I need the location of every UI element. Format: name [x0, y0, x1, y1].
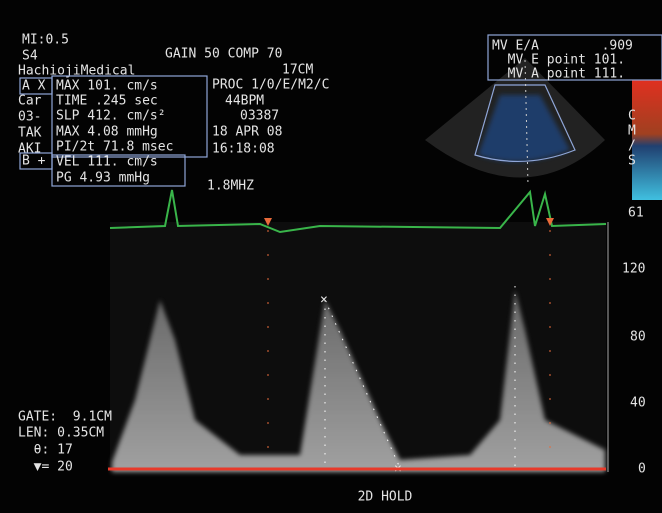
measure-row: MAX 4.08 mmHg: [56, 125, 158, 140]
color-label: /: [628, 139, 636, 154]
page: {"header":{"mi":"MI:0.5","probe":"S4","h…: [0, 0, 662, 513]
gate-info: LEN: 0.35CM: [18, 426, 104, 441]
scale-label: 120: [622, 262, 645, 277]
mv-row: MV A point 111.: [492, 67, 625, 82]
color-label: M: [628, 124, 636, 139]
color-top: 61: [628, 206, 644, 221]
measure-row: PI/2t 71.8 msec: [56, 140, 173, 155]
color-label: S: [628, 154, 636, 169]
color-bar: [632, 80, 662, 200]
depth: 17CM: [282, 63, 313, 78]
mv-row: MV E point 101.: [492, 53, 625, 68]
gate-info: ▼= 20: [18, 460, 73, 475]
scale-label: 80: [630, 330, 646, 345]
probe: S4: [22, 49, 38, 64]
measure-row: SLP 412. cm/s²: [56, 109, 166, 124]
mi: MI:0.5: [22, 33, 69, 48]
gate-info: GATE: 9.1CM: [18, 410, 112, 425]
a-label: A X: [22, 79, 46, 94]
mv-row: MV E/A .909: [492, 39, 633, 54]
marker: ×: [320, 293, 328, 308]
gain: GAIN 50 COMP 70: [165, 47, 282, 62]
measure-row: VEL 111. cm/s: [56, 155, 158, 170]
gate-info: θ: 17: [18, 443, 73, 458]
time: 16:18:08: [212, 142, 275, 157]
scale-label: 0: [638, 462, 646, 477]
measure-row: MAX 101. cm/s: [56, 79, 158, 94]
date: 18 APR 08: [212, 125, 282, 140]
side-label: TAK: [18, 126, 42, 141]
patient-id: 03387: [240, 109, 279, 124]
heart-rate: 44BPM: [225, 94, 264, 109]
measure-row: TIME .245 sec: [56, 94, 158, 109]
mode: 2D HOLD: [358, 490, 413, 505]
side-label: 03-: [18, 110, 41, 125]
scale-label: 40: [630, 396, 646, 411]
ultrasound-screen: × × MI:0.5 S4 HachiojiMedical GAIN 50 CO…: [0, 0, 662, 513]
measure-row: PG 4.93 mmHg: [56, 171, 150, 186]
side-label: Car: [18, 94, 42, 109]
frequency: 1.8MHZ: [207, 179, 254, 194]
proc: PROC 1/0/E/M2/C: [212, 78, 329, 93]
color-label: C: [628, 109, 636, 124]
b-label: B +: [22, 154, 46, 169]
